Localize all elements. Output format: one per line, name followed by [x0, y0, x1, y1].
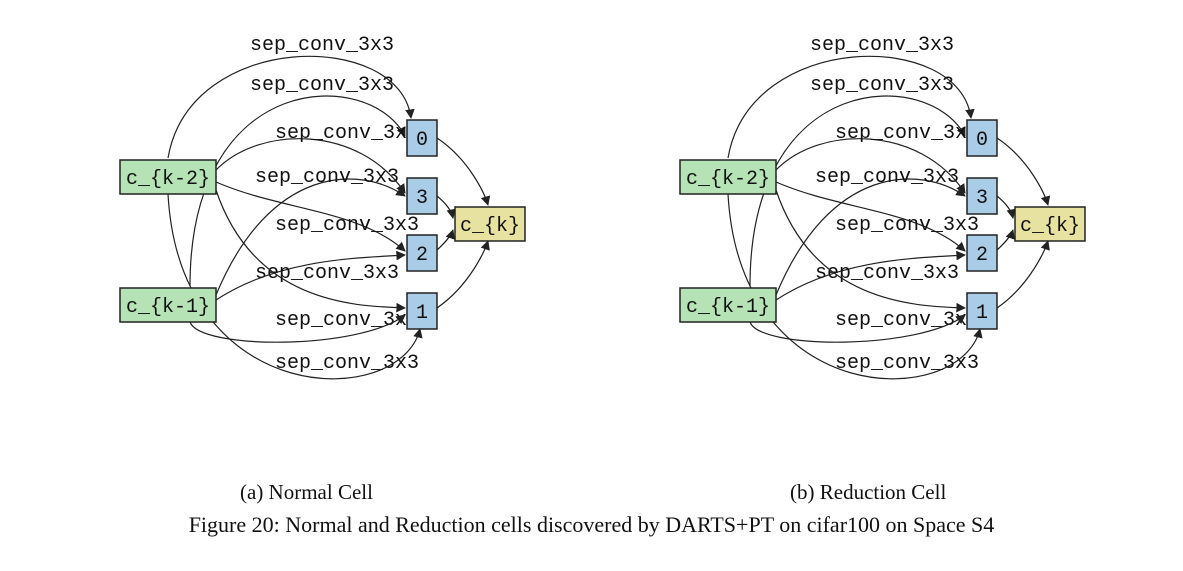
edge-n2-ck: [437, 230, 453, 250]
edge-label-ck2-n3: sep_conv_3x3: [835, 122, 979, 145]
normal-cell-diagram: sep_conv_3x3 sep_conv_3x3 sep_conv_3x3 sep_…: [60, 10, 580, 450]
node-label-ck2: c_{k-2}: [686, 168, 770, 191]
edge-n2-ck: [997, 230, 1013, 250]
figure-caption: Figure 20: Normal and Reduction cells di…: [0, 512, 1183, 538]
node-label-ck1: c_{k-1}: [126, 296, 210, 319]
edge-n0-ck: [997, 138, 1048, 205]
edge-label-ck1-n2: sep_conv_3x3: [255, 262, 399, 285]
edge-label-ck2-n2: sep_conv_3x3: [835, 214, 979, 237]
edge-label-ck1-n0: sep_conv_3x3: [250, 74, 394, 97]
edge-label-ck2-n0: sep_conv_3x3: [250, 34, 394, 57]
node-label-n0: 0: [416, 129, 428, 152]
edge-label-ck1-n1: sep_conv_3x3: [835, 352, 979, 375]
edge-ck2-n1: [776, 190, 965, 308]
edge-label-ck2-n3: sep_conv_3x3: [275, 122, 419, 145]
node-label-n2: 2: [976, 244, 988, 267]
edge-label-ck2-n0: sep_conv_3x3: [810, 34, 954, 57]
subcaption-a: (a) Normal Cell: [240, 480, 373, 505]
edge-label-ck1-n3: sep_conv_3x3: [815, 166, 959, 189]
node-label-n3: 3: [976, 187, 988, 210]
edge-label-ck2-n2: sep_conv_3x3: [275, 214, 419, 237]
edge-n1-ck: [437, 241, 488, 308]
node-label-ck: c_{k}: [1020, 215, 1080, 238]
edge-label-ck1-n2: sep_conv_3x3: [815, 262, 959, 285]
edge-n0-ck: [437, 138, 488, 205]
edge-n3-ck: [997, 196, 1013, 218]
node-label-n0: 0: [976, 129, 988, 152]
node-label-ck: c_{k}: [460, 215, 520, 238]
edge-label-ck1-n0: sep_conv_3x3: [810, 74, 954, 97]
edge-n3-ck: [437, 196, 453, 218]
reduction-cell-diagram: sep_conv_3x3 sep_conv_3x3 sep_conv_3x3 sep_…: [620, 10, 1140, 450]
node-label-n2: 2: [416, 244, 428, 267]
figure-wrapper: sep_conv_3x3 sep_conv_3x3 sep_conv_3x3 sep_…: [0, 0, 1183, 571]
node-label-ck2: c_{k-2}: [126, 168, 210, 191]
subcaption-b: (b) Reduction Cell: [790, 480, 946, 505]
edge-n1-ck: [997, 241, 1048, 308]
edge-label-ck1-n3: sep_conv_3x3: [255, 166, 399, 189]
edge-ck2-n1: [216, 190, 405, 308]
node-label-n1: 1: [416, 302, 428, 325]
edge-label-ck1-n1: sep_conv_3x3: [275, 352, 419, 375]
node-label-ck1: c_{k-1}: [686, 296, 770, 319]
node-label-n1: 1: [976, 302, 988, 325]
node-label-n3: 3: [416, 187, 428, 210]
